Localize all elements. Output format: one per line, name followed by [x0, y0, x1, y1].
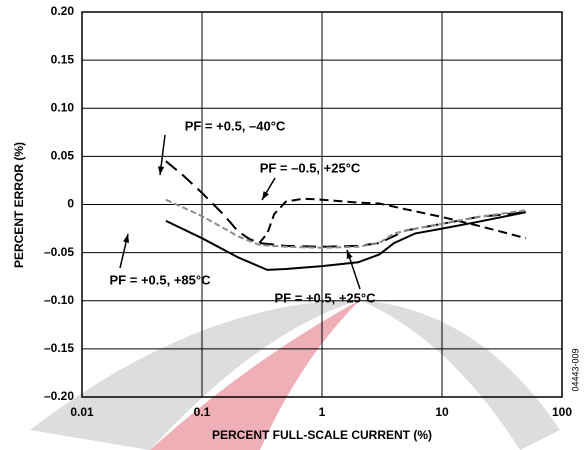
y-tick-label: 0.10 [51, 100, 75, 114]
y-tick-label: –0.05 [44, 245, 74, 259]
y-tick-label: –0.15 [44, 341, 74, 355]
y-axis-label: PERCENT ERROR (%) [12, 142, 26, 268]
y-tick-label: 0.05 [51, 149, 75, 163]
arrow-head [157, 166, 165, 175]
series-label: PF = +0.5, –40°C [185, 118, 286, 133]
series-label: PF = +0.5, +25°C [275, 290, 377, 305]
x-tick-label: 1 [319, 405, 326, 419]
y-tick-label: 0.15 [51, 52, 75, 66]
watermark-gray [30, 300, 360, 450]
arrow-head [262, 191, 269, 200]
x-tick-label: 100 [552, 405, 572, 419]
series-line [165, 211, 527, 271]
arrow-head [346, 250, 353, 259]
x-tick-label: 0.01 [70, 405, 94, 419]
arrow-head [123, 234, 130, 243]
series-label: PF = +0.5, +85°C [110, 272, 212, 287]
y-tick-label: 0 [67, 197, 74, 211]
series-label: PF = –0.5, +25°C [260, 160, 361, 175]
x-tick-label: 0.1 [194, 405, 211, 419]
watermark-gray [360, 300, 560, 450]
series-line [258, 197, 527, 244]
y-tick-label: 0.20 [51, 4, 75, 18]
series-line [165, 198, 527, 249]
y-tick-label: –0.20 [44, 389, 74, 403]
x-axis-label: PERCENT FULL-SCALE CURRENT (%) [212, 428, 432, 442]
watermark-red [150, 300, 360, 450]
y-tick-label: –0.10 [44, 293, 74, 307]
plot-frame [81, 11, 563, 398]
x-tick-label: 10 [435, 405, 449, 419]
figure-id: 04443-009 [570, 348, 580, 391]
